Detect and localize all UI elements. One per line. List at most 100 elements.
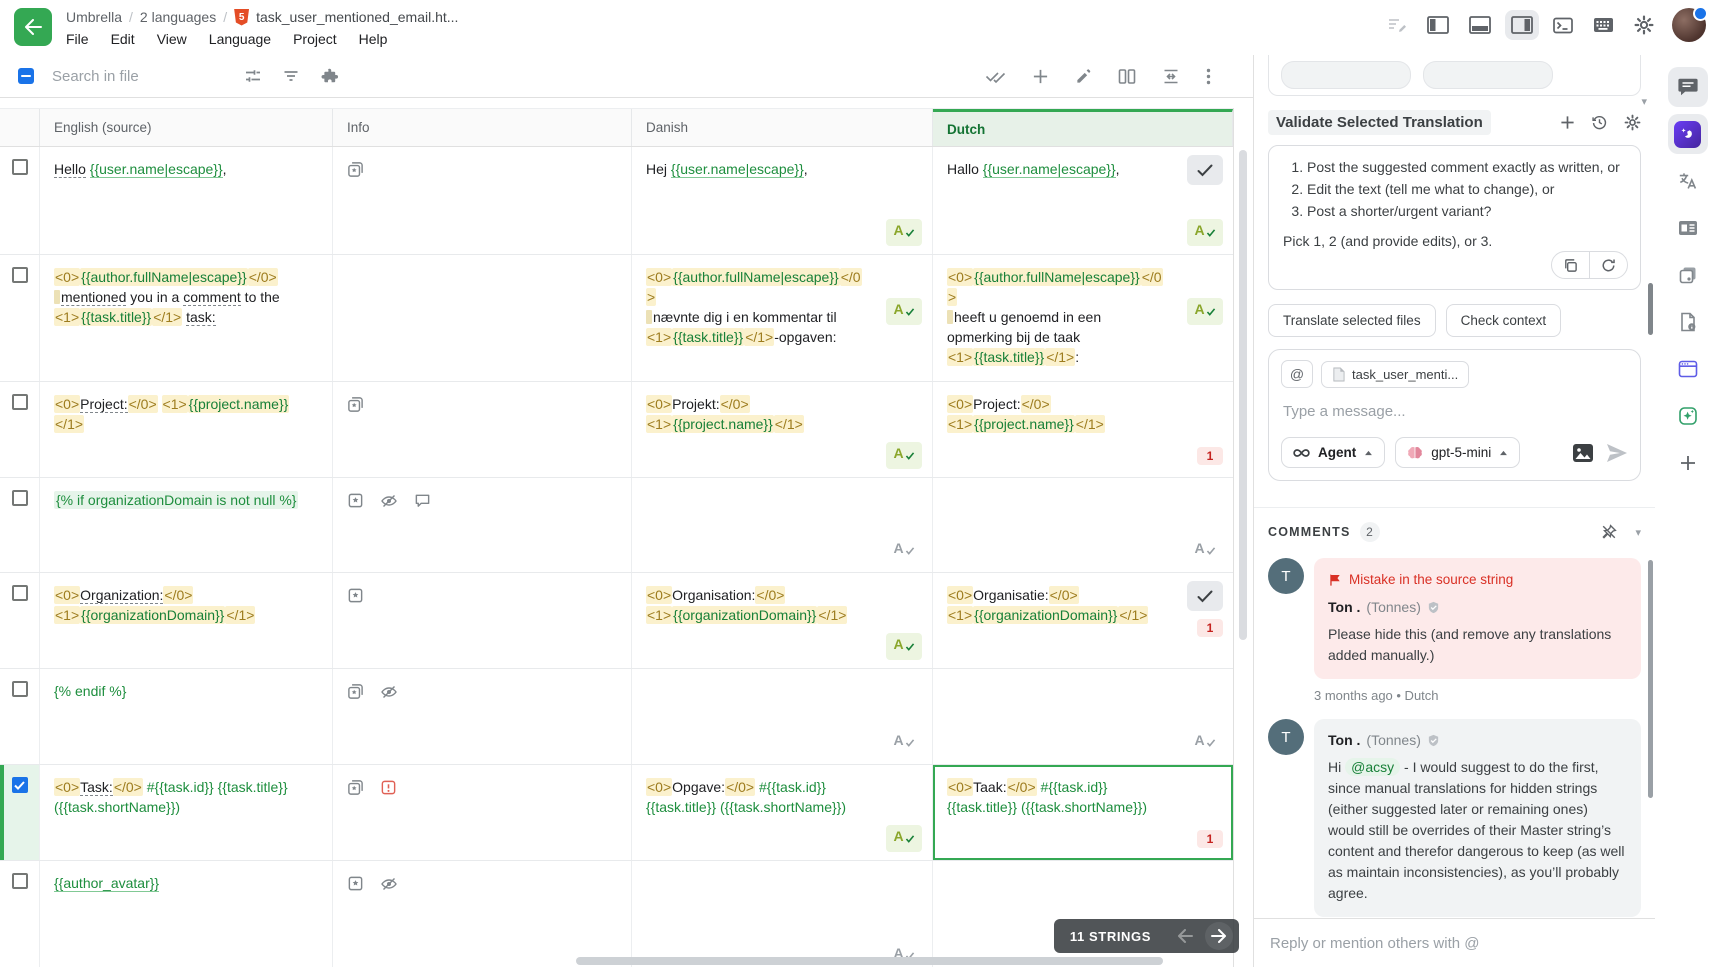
source-string-cell[interactable]: {{author_avatar}} <box>40 861 333 967</box>
screenshot-icon[interactable] <box>347 492 364 509</box>
header-english[interactable]: English (source) <box>40 109 333 146</box>
danish-translation-cell[interactable]: <0>Opgave:</0> #{{task.id}} {{task.title}… <box>632 765 933 860</box>
plugins-puzzle-icon[interactable] <box>320 67 339 86</box>
danish-translation-cell[interactable]: A <box>632 861 933 967</box>
horizontal-scrollbar[interactable] <box>576 957 1163 965</box>
insert-image-icon[interactable] <box>1572 443 1594 463</box>
row-checkbox[interactable] <box>11 681 28 697</box>
breadcrumb-languages[interactable]: 2 languages <box>139 9 217 25</box>
comments-collapse-chevron-icon[interactable]: ▾ <box>1635 526 1641 539</box>
row-checkbox[interactable] <box>11 873 28 889</box>
attached-file-chip[interactable]: task_user_menti... <box>1321 360 1470 388</box>
add-string-icon[interactable] <box>1032 68 1049 85</box>
screenshot-icon[interactable] <box>347 587 364 604</box>
panel-collapse-chevron-icon[interactable]: ▾ <box>1641 96 1647 108</box>
danish-translation-cell[interactable]: <0>Projekt:</0> <1> {{project.name}} </1> A <box>632 382 933 477</box>
source-string-cell[interactable]: {% if organizationDomain is not null %} <box>40 478 333 572</box>
menu-file[interactable]: File <box>66 31 89 47</box>
comment-card[interactable]: Ton . (Tonnes) Hi @acsy - I would suggest … <box>1314 719 1641 917</box>
split-view-icon[interactable] <box>1118 68 1136 85</box>
file-info-icon[interactable] <box>1668 302 1708 342</box>
translate-icon[interactable] <box>1668 161 1708 201</box>
comment-author[interactable]: Ton . <box>1328 732 1361 748</box>
screenshots-icon[interactable] <box>347 161 364 178</box>
auto-translate-badge[interactable]: A <box>1187 537 1223 564</box>
header-danish[interactable]: Danish <box>632 109 933 146</box>
vertical-scrollbar[interactable] <box>1239 150 1247 640</box>
dutch-translation-cell[interactable]: <0>Project:</0> <1> {{project.name}} </1> 1 <box>933 382 1233 477</box>
table-row[interactable]: {% if organizationDomain is not null %} A… <box>0 478 1233 573</box>
issues-count-badge[interactable]: 1 <box>1197 447 1223 465</box>
hidden-string-icon[interactable] <box>380 875 398 893</box>
source-string-cell[interactable]: <0>Task:</0> #{{task.id}} {{task.title}}… <box>40 765 333 860</box>
danish-translation-cell[interactable]: <0>Organisation:</0> <1> {{organizationDom… <box>632 573 933 668</box>
danish-translation-cell[interactable]: Hej {{user.name|escape}}, A <box>632 147 933 254</box>
issue-warning-icon[interactable] <box>380 779 397 796</box>
auto-translate-badge[interactable]: A <box>1187 729 1223 756</box>
auto-translate-badge[interactable]: A <box>886 442 922 469</box>
row-checkbox[interactable] <box>11 159 28 175</box>
row-checkbox[interactable] <box>11 585 28 601</box>
menu-view[interactable]: View <box>156 31 187 47</box>
mention-button[interactable]: @ <box>1281 360 1313 388</box>
copy-icon[interactable] <box>1552 252 1589 278</box>
row-checkbox[interactable] <box>11 267 28 283</box>
user-avatar[interactable] <box>1672 6 1708 42</box>
panel-scrollbar[interactable] <box>1648 283 1653 335</box>
danish-translation-cell[interactable]: A <box>632 478 933 572</box>
danish-translation-cell[interactable]: A <box>632 669 933 764</box>
auto-translate-badge[interactable]: A <box>1187 298 1223 325</box>
check-context-button[interactable]: Check context <box>1445 304 1562 337</box>
article-icon[interactable] <box>1668 208 1708 248</box>
source-string-cell[interactable]: Hello {{user.name|escape}}, <box>40 147 333 254</box>
send-icon[interactable] <box>1606 443 1628 463</box>
collapsed-control-pill[interactable] <box>1281 61 1411 89</box>
layout-right-panel-icon[interactable] <box>1505 10 1539 40</box>
screenshots-icon[interactable] <box>347 683 364 700</box>
menu-edit[interactable]: Edit <box>110 31 135 47</box>
issues-count-badge[interactable]: 1 <box>1197 830 1223 848</box>
user-mention[interactable]: @acsy <box>1345 758 1401 776</box>
row-checkbox[interactable] <box>11 777 28 793</box>
regenerate-icon[interactable] <box>1589 252 1627 278</box>
menu-language[interactable]: Language <box>208 31 272 47</box>
issues-count-badge[interactable]: 1 <box>1197 619 1223 637</box>
history-icon[interactable] <box>1591 114 1608 131</box>
dutch-translation-cell[interactable]: A <box>933 669 1233 764</box>
auto-translate-badge[interactable]: A <box>1187 219 1223 246</box>
add-prompt-icon[interactable] <box>1560 115 1575 130</box>
select-all-checkbox[interactable] <box>18 68 34 84</box>
screenshots-icon[interactable] <box>347 396 364 413</box>
comment-icon[interactable] <box>414 492 431 509</box>
table-row[interactable]: Hello {{user.name|escape}}, Hej {{user.na… <box>0 147 1233 255</box>
source-string-cell[interactable]: <0> {{author.fullName|escape}} </0> mention… <box>40 255 333 381</box>
table-row[interactable]: <0>Project:</0> <1> {{project.name}}</1> <… <box>0 382 1233 478</box>
comments-icon[interactable] <box>1667 67 1708 107</box>
approved-checkmark-button[interactable] <box>1187 155 1223 185</box>
menu-help[interactable]: Help <box>358 31 388 47</box>
auto-translate-badge[interactable]: A <box>886 825 922 852</box>
translate-selected-files-button[interactable]: Translate selected files <box>1268 304 1436 337</box>
dutch-translation-cell[interactable]: <0> {{author.fullName|escape}} </0 > heeft u… <box>933 255 1233 381</box>
dutch-translation-cell[interactable]: <0>Organisatie:</0> <1> {{organizationDoma… <box>933 573 1233 668</box>
auto-translate-badge[interactable]: A <box>886 633 922 660</box>
console-icon[interactable] <box>1547 11 1579 40</box>
auto-translate-badge[interactable]: A <box>886 219 922 246</box>
layout-bottom-panel-icon[interactable] <box>1463 10 1497 40</box>
header-info[interactable]: Info <box>333 109 632 146</box>
unpin-icon[interactable] <box>1601 524 1618 540</box>
reply-input[interactable]: Reply or mention others with @ <box>1254 918 1655 967</box>
dutch-translation-cell[interactable]: <0>Taak:</0> #{{task.id}} {{task.title}} … <box>933 765 1233 860</box>
table-row[interactable]: {{author_avatar}} A <box>0 861 1233 967</box>
table-row[interactable]: {% endif %} A A <box>0 669 1233 765</box>
add-icon[interactable] <box>1668 443 1708 483</box>
danish-translation-cell[interactable]: <0> {{author.fullName|escape}} </0 > nævnte … <box>632 255 933 381</box>
collapsed-control-pill[interactable] <box>1423 61 1553 89</box>
source-string-cell[interactable]: <0>Organization:</0> <1> {{organizationDom… <box>40 573 333 668</box>
layout-left-panel-icon[interactable] <box>1421 10 1455 40</box>
approve-all-icon[interactable] <box>985 68 1006 84</box>
next-string-button[interactable] <box>1205 922 1233 950</box>
table-row[interactable]: <0>Task:</0> #{{task.id}} {{task.title}}… <box>0 765 1233 861</box>
back-button[interactable] <box>14 8 52 46</box>
prompt-settings-icon[interactable] <box>1624 114 1641 131</box>
